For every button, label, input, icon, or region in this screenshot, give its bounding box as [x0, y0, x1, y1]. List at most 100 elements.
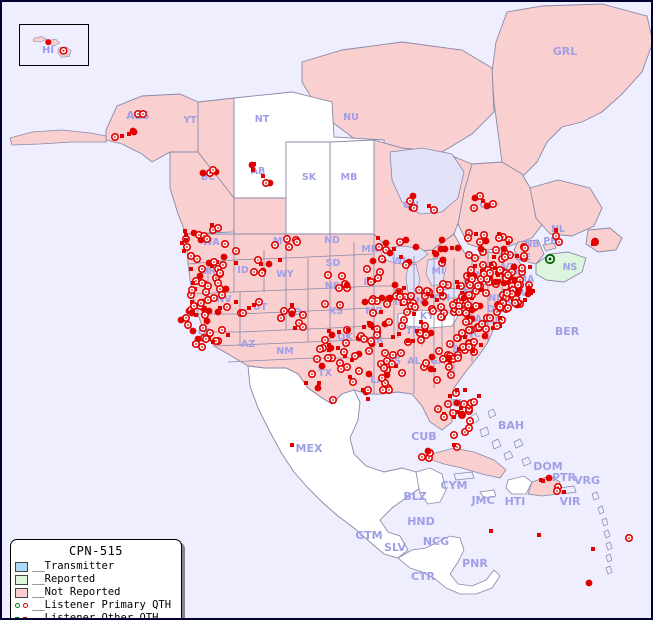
listener-primary-qth-marker-filled[interactable]	[189, 327, 197, 335]
listener-primary-qth-marker-filled[interactable]	[328, 331, 336, 339]
listener-primary-qth-marker-filled[interactable]	[454, 244, 462, 252]
listener-other-qth-marker[interactable]	[435, 298, 439, 302]
listener-primary-qth-marker-filled[interactable]	[386, 294, 394, 302]
listener-other-qth-marker[interactable]	[406, 339, 410, 343]
region-central-america[interactable]	[397, 535, 501, 595]
listener-other-qth-marker[interactable]	[498, 316, 502, 320]
listener-primary-qth-marker-filled[interactable]	[492, 278, 500, 286]
listener-primary-qth-marker-filled[interactable]	[314, 384, 322, 392]
listener-other-qth-marker[interactable]	[481, 199, 485, 203]
listener-other-qth-marker[interactable]	[491, 326, 495, 330]
listener-other-qth-marker[interactable]	[463, 335, 467, 339]
listener-other-qth-marker[interactable]	[473, 264, 477, 268]
listener-other-qth-marker[interactable]	[182, 249, 186, 253]
listener-other-qth-marker[interactable]	[252, 303, 256, 307]
listener-primary-qth-marker-filled[interactable]	[318, 362, 326, 370]
region-cayman[interactable]	[453, 471, 475, 481]
listener-other-qth-marker[interactable]	[180, 241, 184, 245]
listener-primary-qth-marker-filled[interactable]	[428, 353, 436, 361]
listener-other-qth-marker[interactable]	[450, 246, 454, 250]
listener-primary-qth-marker-filled[interactable]	[510, 263, 518, 271]
listener-other-qth-marker[interactable]	[541, 479, 545, 483]
listener-primary-qth-marker-filled[interactable]	[585, 579, 593, 587]
region-alberta[interactable]	[233, 197, 287, 235]
region-aleutians[interactable]	[9, 129, 107, 146]
listener-other-qth-marker[interactable]	[194, 313, 198, 317]
listener-other-qth-marker[interactable]	[234, 300, 238, 304]
listener-primary-qth-marker-filled[interactable]	[248, 161, 256, 169]
listener-other-qth-marker[interactable]	[430, 294, 434, 298]
listener-other-qth-marker[interactable]	[489, 262, 493, 266]
listener-other-qth-marker[interactable]	[290, 443, 294, 447]
listener-other-qth-marker[interactable]	[455, 388, 459, 392]
listener-primary-qth-marker-filled[interactable]	[386, 249, 394, 257]
listener-other-qth-marker[interactable]	[523, 298, 527, 302]
listener-other-qth-marker[interactable]	[317, 381, 321, 385]
listener-primary-qth-marker-filled[interactable]	[203, 317, 211, 325]
listener-primary-qth-marker-filled[interactable]	[441, 245, 449, 253]
listener-other-qth-marker[interactable]	[348, 375, 352, 379]
listener-other-qth-marker[interactable]	[189, 267, 193, 271]
listener-other-qth-marker[interactable]	[452, 443, 456, 447]
listener-other-qth-marker[interactable]	[411, 339, 415, 343]
listener-primary-qth-marker-filled[interactable]	[214, 308, 222, 316]
listener-other-qth-marker[interactable]	[336, 346, 340, 350]
listener-primary-qth-marker-filled[interactable]	[378, 294, 386, 302]
region-greenland[interactable]	[491, 3, 653, 181]
listener-other-qth-marker[interactable]	[259, 262, 263, 266]
listener-primary-qth-marker-filled[interactable]	[382, 239, 390, 247]
listener-other-qth-marker[interactable]	[489, 276, 493, 280]
listener-other-qth-marker[interactable]	[337, 330, 341, 334]
region-prince-edward-island[interactable]	[542, 242, 557, 252]
region-british-columbia[interactable]	[169, 151, 235, 235]
listener-other-qth-marker[interactable]	[261, 174, 265, 178]
listener-other-qth-marker[interactable]	[327, 329, 331, 333]
listener-primary-qth-marker-filled[interactable]	[412, 243, 420, 251]
listener-other-qth-marker[interactable]	[234, 261, 238, 265]
region-newfoundland-labrador[interactable]	[529, 179, 603, 237]
region-jamaica[interactable]	[479, 489, 497, 499]
listener-other-qth-marker[interactable]	[452, 415, 456, 419]
listener-primary-qth-marker-filled[interactable]	[545, 474, 553, 482]
listener-other-qth-marker[interactable]	[432, 368, 436, 372]
listener-other-qth-marker[interactable]	[471, 349, 475, 353]
region-lesser-antilles[interactable]	[591, 491, 613, 575]
region-yucatan[interactable]	[415, 467, 447, 505]
listener-primary-qth-marker-filled[interactable]	[424, 447, 432, 455]
listener-other-qth-marker[interactable]	[562, 490, 566, 494]
listener-other-qth-marker[interactable]	[537, 533, 541, 537]
listener-primary-qth-marker-filled[interactable]	[197, 236, 205, 244]
transmitter-marker[interactable]	[544, 253, 556, 265]
listener-primary-qth-marker-filled[interactable]	[402, 236, 410, 244]
listener-other-qth-marker[interactable]	[392, 247, 396, 251]
listener-other-qth-marker[interactable]	[492, 255, 496, 259]
listener-primary-qth-marker-filled[interactable]	[482, 237, 490, 245]
listener-other-qth-marker[interactable]	[211, 340, 215, 344]
listener-primary-qth-marker-filled[interactable]	[439, 256, 447, 264]
region-bahamas[interactable]	[469, 408, 532, 467]
listener-primary-qth-marker-filled[interactable]	[369, 257, 377, 265]
listener-primary-qth-marker-filled[interactable]	[591, 237, 599, 245]
listener-other-qth-marker[interactable]	[190, 300, 194, 304]
listener-other-qth-marker[interactable]	[432, 250, 436, 254]
listener-primary-qth-marker-filled[interactable]	[477, 245, 485, 253]
region-haiti[interactable]	[505, 475, 533, 495]
listener-primary-qth-marker-filled[interactable]	[458, 410, 466, 418]
listener-other-qth-marker[interactable]	[278, 258, 282, 262]
listener-other-qth-marker[interactable]	[391, 335, 395, 339]
listener-other-qth-marker[interactable]	[379, 310, 383, 314]
listener-other-qth-marker[interactable]	[290, 303, 294, 307]
listener-other-qth-marker[interactable]	[480, 288, 484, 292]
listener-other-qth-marker[interactable]	[515, 254, 519, 258]
listener-primary-qth-marker-filled[interactable]	[343, 281, 351, 289]
listener-other-qth-marker[interactable]	[362, 325, 366, 329]
listener-other-qth-marker[interactable]	[394, 364, 398, 368]
listener-primary-qth-marker-filled[interactable]	[196, 272, 204, 280]
listener-other-qth-marker[interactable]	[293, 326, 297, 330]
listener-other-qth-marker[interactable]	[493, 266, 497, 270]
listener-other-qth-marker[interactable]	[456, 285, 460, 289]
listener-other-qth-marker[interactable]	[497, 232, 501, 236]
listener-other-qth-marker[interactable]	[397, 332, 401, 336]
listener-primary-qth-marker-filled[interactable]	[288, 310, 296, 318]
